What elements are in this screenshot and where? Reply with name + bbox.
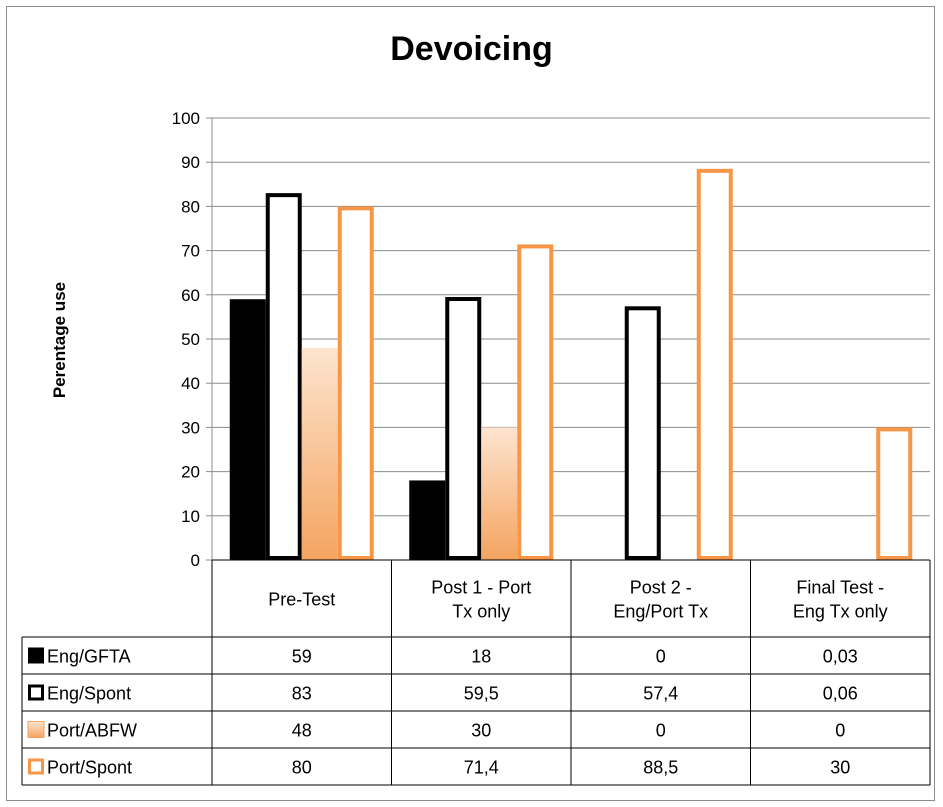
- category-label: Final Test -: [796, 578, 884, 598]
- data-label: 57,4: [643, 684, 678, 704]
- data-label: 80: [292, 758, 312, 778]
- data-label: 30: [471, 721, 491, 741]
- data-label: 0: [656, 647, 666, 667]
- data-label: 30: [830, 758, 850, 778]
- data-label: 59: [292, 647, 312, 667]
- legend-key-port-abfw: [27, 721, 45, 738]
- legend-key-eng-gfta: [28, 647, 44, 664]
- y-tick-label: 30: [181, 418, 200, 437]
- data-label: 18: [471, 647, 491, 667]
- data-label: 48: [292, 721, 312, 741]
- bar-eng-gfta: [229, 299, 266, 560]
- data-label: 0: [656, 721, 666, 741]
- bar-port-abfw: [301, 347, 338, 560]
- category-label: Eng/Port Tx: [613, 602, 708, 622]
- y-tick-label: 60: [181, 286, 200, 305]
- bars: [229, 168, 913, 561]
- bar-port-spont: [696, 168, 733, 561]
- data-label: 83: [292, 684, 312, 704]
- legend-label: Eng/GFTA: [47, 647, 131, 667]
- data-label: 88,5: [643, 758, 678, 778]
- bar-port-abfw: [481, 427, 518, 560]
- category-label: Eng Tx only: [793, 602, 888, 622]
- category-label: Post 1 - Port: [431, 578, 531, 598]
- chart-title: Devoicing: [390, 30, 553, 68]
- y-tick-label: 10: [181, 507, 200, 526]
- y-tick-label: 20: [181, 463, 200, 482]
- category-label: Tx only: [452, 602, 510, 622]
- bar-eng-spont: [624, 306, 661, 560]
- bar-port-spont: [876, 427, 913, 560]
- legend-key-eng-spont: [28, 684, 44, 701]
- bar-port-spont: [517, 244, 554, 561]
- category-label: Pre-Test: [268, 590, 335, 610]
- bar-eng-spont: [265, 193, 302, 560]
- category-label: Post 2 -: [630, 578, 692, 598]
- legend-label: Port/ABFW: [47, 721, 137, 741]
- data-label: 71,4: [464, 758, 499, 778]
- y-tick-label: 70: [181, 242, 200, 261]
- data-label: 0: [835, 721, 845, 741]
- y-tick-label: 100: [172, 109, 200, 128]
- legend-label: Eng/Spont: [47, 684, 131, 704]
- bar-port-spont: [337, 206, 374, 560]
- bar-eng-gfta: [409, 480, 446, 560]
- data-table: Pre-Test Post 1 - Port Tx only Post 2 - Eng/…: [21, 559, 931, 786]
- legend-key-port-spont: [28, 758, 44, 775]
- y-tick-label: 0: [191, 551, 200, 570]
- y-tick-label: 90: [181, 153, 200, 172]
- legend-label: Port/Spont: [47, 758, 132, 778]
- y-tick-label: 80: [181, 197, 200, 216]
- data-label: 0,06: [823, 684, 858, 704]
- data-label: 59,5: [464, 684, 499, 704]
- bar-eng-spont: [445, 297, 482, 560]
- y-tick-label: 50: [181, 330, 200, 349]
- data-label: 0,03: [823, 647, 858, 667]
- y-tick-label: 40: [181, 374, 200, 393]
